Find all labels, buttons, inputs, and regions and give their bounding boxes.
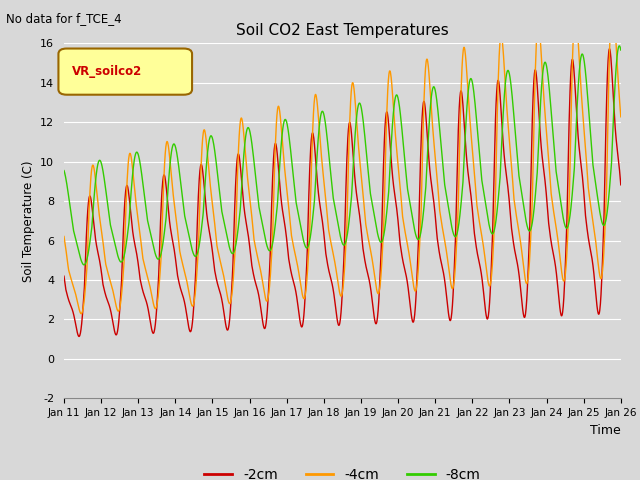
Y-axis label: Soil Temperature (C): Soil Temperature (C): [22, 160, 35, 282]
Text: No data for f_TCE_4: No data for f_TCE_4: [6, 12, 122, 25]
X-axis label: Time: Time: [590, 424, 621, 437]
Legend: -2cm, -4cm, -8cm: -2cm, -4cm, -8cm: [198, 462, 486, 480]
FancyBboxPatch shape: [58, 48, 192, 95]
Text: VR_soilco2: VR_soilco2: [72, 65, 143, 78]
Title: Soil CO2 East Temperatures: Soil CO2 East Temperatures: [236, 23, 449, 38]
